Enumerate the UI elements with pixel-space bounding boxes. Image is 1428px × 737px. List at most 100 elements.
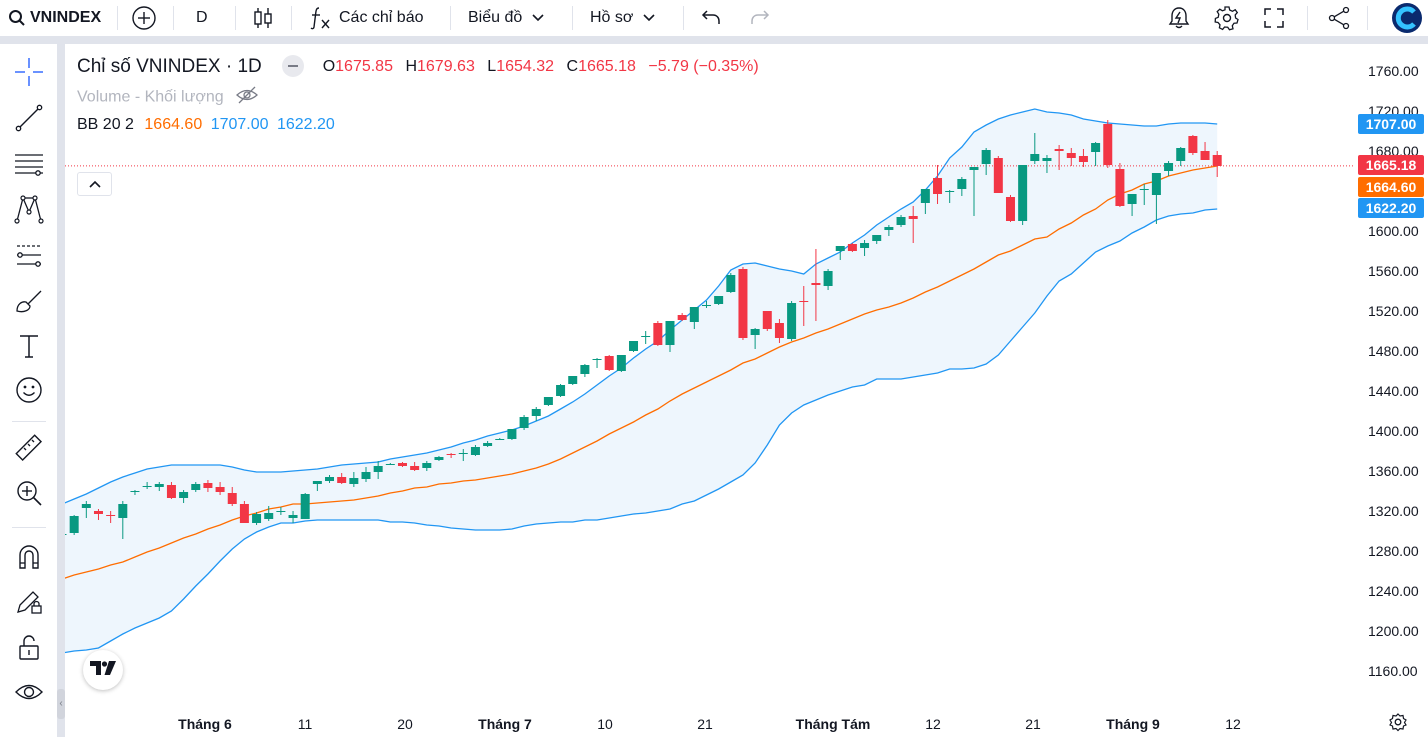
candle-up[interactable] bbox=[179, 492, 189, 498]
chart-style-button[interactable] bbox=[252, 0, 274, 36]
brush-tool[interactable] bbox=[14, 288, 44, 318]
symbol-search-button[interactable]: VNINDEX bbox=[8, 0, 101, 36]
candle-down[interactable] bbox=[337, 477, 347, 483]
candle-up[interactable] bbox=[580, 365, 590, 374]
candle-up[interactable] bbox=[1042, 158, 1052, 161]
undo-button[interactable] bbox=[700, 0, 722, 36]
candle-up[interactable] bbox=[957, 179, 967, 189]
text-tool[interactable] bbox=[14, 333, 44, 363]
candle-up[interactable] bbox=[495, 439, 505, 440]
candle-down[interactable] bbox=[1212, 155, 1222, 166]
candle-down[interactable] bbox=[1054, 149, 1064, 151]
candle-up[interactable] bbox=[300, 494, 310, 519]
candle-down[interactable] bbox=[1066, 153, 1076, 158]
price-chart[interactable]: 1760.001720.001680.001640.001600.001560.… bbox=[65, 44, 1428, 737]
candle-up[interactable] bbox=[325, 477, 335, 481]
candle-down[interactable] bbox=[239, 504, 249, 523]
emoji-tool[interactable] bbox=[14, 376, 44, 407]
candle-up[interactable] bbox=[264, 513, 274, 519]
candle-down[interactable] bbox=[738, 269, 748, 338]
pattern-tool[interactable] bbox=[14, 194, 44, 226]
eye-hidden-icon[interactable] bbox=[236, 86, 259, 109]
tradingview-logo[interactable] bbox=[83, 650, 123, 690]
candle-down[interactable] bbox=[227, 493, 237, 504]
redo-button[interactable] bbox=[749, 0, 771, 36]
candle-up[interactable] bbox=[1030, 154, 1040, 161]
zoom-in-tool[interactable] bbox=[14, 480, 44, 510]
magnet-tool[interactable] bbox=[14, 543, 44, 573]
fib-tool[interactable] bbox=[14, 151, 44, 181]
interval-button[interactable]: D bbox=[196, 0, 208, 36]
candle-down[interactable] bbox=[677, 315, 687, 320]
candle-up[interactable] bbox=[714, 296, 724, 304]
visibility-tool[interactable] bbox=[14, 679, 44, 709]
candle-up[interactable] bbox=[835, 246, 845, 251]
candle-down[interactable] bbox=[93, 511, 103, 514]
fullscreen-button[interactable] bbox=[1263, 0, 1285, 36]
candle-up[interactable] bbox=[726, 275, 736, 292]
compare-button[interactable] bbox=[131, 0, 157, 36]
trend-line-tool[interactable] bbox=[14, 104, 44, 135]
candle-up[interactable] bbox=[629, 341, 639, 351]
candle-up[interactable] bbox=[701, 305, 711, 306]
candle-up[interactable] bbox=[884, 227, 894, 230]
candle-up[interactable] bbox=[1176, 148, 1186, 161]
candle-up[interactable] bbox=[458, 453, 468, 454]
unlock-tool[interactable] bbox=[14, 634, 44, 664]
candle-up[interactable] bbox=[920, 189, 930, 203]
candle-down[interactable] bbox=[1103, 124, 1113, 165]
candle-up[interactable] bbox=[470, 447, 480, 455]
candle-up[interactable] bbox=[1127, 194, 1137, 204]
candle-down[interactable] bbox=[811, 283, 821, 285]
candle-up[interactable] bbox=[507, 429, 517, 439]
candle-up[interactable] bbox=[641, 336, 651, 337]
chart-area[interactable]: 1760.001720.001680.001640.001600.001560.… bbox=[65, 44, 1428, 737]
candle-down[interactable] bbox=[908, 216, 918, 219]
candle-up[interactable] bbox=[1151, 173, 1161, 195]
candle-up[interactable] bbox=[361, 472, 371, 479]
candle-up[interactable] bbox=[385, 464, 395, 465]
app-logo[interactable] bbox=[1392, 0, 1422, 36]
candle-up[interactable] bbox=[616, 355, 626, 371]
candle-down[interactable] bbox=[1078, 156, 1088, 162]
candle-up[interactable] bbox=[1018, 165, 1028, 221]
candle-down[interactable] bbox=[1005, 197, 1015, 221]
candle-up[interactable] bbox=[154, 484, 164, 487]
measure-tool[interactable] bbox=[14, 433, 44, 465]
candle-up[interactable] bbox=[434, 457, 444, 460]
legend-toggle-button[interactable] bbox=[77, 172, 112, 196]
candle-up[interactable] bbox=[130, 491, 140, 492]
crosshair-tool[interactable] bbox=[14, 57, 44, 89]
settings-button[interactable] bbox=[1214, 0, 1240, 36]
candle-down[interactable] bbox=[166, 485, 176, 498]
candle-up[interactable] bbox=[65, 534, 67, 535]
candle-up[interactable] bbox=[276, 511, 286, 512]
candle-up[interactable] bbox=[312, 481, 322, 484]
indicators-button[interactable]: Các chỉ báo bbox=[309, 0, 424, 36]
candle-up[interactable] bbox=[252, 514, 262, 523]
candle-down[interactable] bbox=[933, 178, 943, 194]
candle-up[interactable] bbox=[945, 191, 955, 192]
candle-down[interactable] bbox=[397, 463, 407, 466]
candle-down[interactable] bbox=[847, 244, 857, 251]
candle-up[interactable] bbox=[142, 486, 152, 487]
candle-up[interactable] bbox=[1091, 143, 1101, 152]
lock-drawings-tool[interactable] bbox=[14, 588, 44, 618]
candle-down[interactable] bbox=[604, 356, 614, 370]
candle-up[interactable] bbox=[349, 478, 359, 484]
alert-button[interactable] bbox=[1167, 0, 1191, 36]
candle-down[interactable] bbox=[1188, 136, 1198, 153]
candle-down[interactable] bbox=[1115, 169, 1125, 206]
candle-down[interactable] bbox=[106, 515, 116, 516]
candle-up[interactable] bbox=[1139, 189, 1149, 190]
candle-up[interactable] bbox=[483, 443, 493, 446]
axis-settings-button[interactable] bbox=[1388, 712, 1408, 734]
legend-bb[interactable]: BB 20 2 1664.60 1707.00 1622.20 bbox=[77, 116, 335, 134]
candle-up[interactable] bbox=[373, 466, 383, 472]
candle-up[interactable] bbox=[823, 271, 833, 286]
candle-down[interactable] bbox=[774, 323, 784, 338]
legend-title[interactable]: Chỉ số VNINDEX · 1D bbox=[77, 56, 262, 77]
candle-up[interactable] bbox=[556, 385, 566, 396]
candle-up[interactable] bbox=[191, 484, 201, 490]
chart-type-button[interactable]: Biểu đồ bbox=[468, 0, 544, 36]
